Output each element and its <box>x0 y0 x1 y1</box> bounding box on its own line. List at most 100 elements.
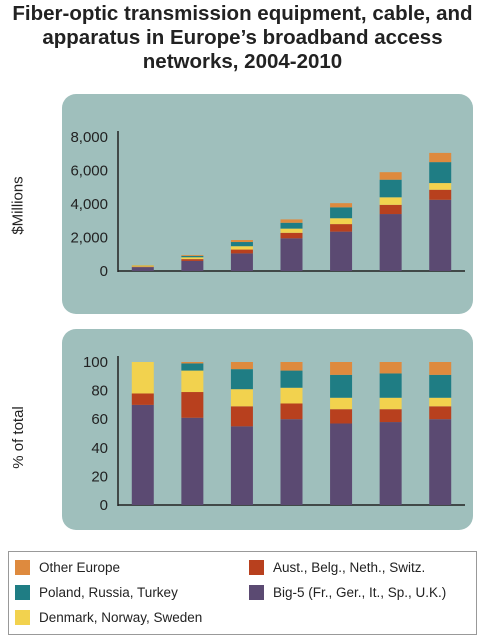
y-tick-label: 0 <box>100 497 108 514</box>
bar-segment-big-5-2006 <box>230 253 253 271</box>
bar-segment-poland-2007 <box>280 222 303 229</box>
bar-segment-denmark-2004 <box>131 362 154 394</box>
bar-segment-big-5-2005 <box>181 417 204 505</box>
y-tick-label: 4,000 <box>70 196 108 213</box>
bar-segment-other-2008 <box>330 203 353 208</box>
bar-segment-denmark-2008 <box>330 218 353 225</box>
bar-segment-poland-2005 <box>181 255 204 258</box>
bar-segment-aust-2008 <box>330 224 353 232</box>
bar-segment-denmark-2009 <box>379 397 402 410</box>
bar-segment-poland-2010 <box>429 162 452 184</box>
top-chart-panel <box>62 94 473 314</box>
bar-segment-big-5-2007 <box>280 419 303 505</box>
bar-segment-big-5-2006 <box>230 426 253 505</box>
legend-label: Denmark, Norway, Sweden <box>39 610 203 625</box>
bar-segment-other-2009 <box>379 362 402 374</box>
bar-segment-poland-2008 <box>330 374 353 398</box>
bar-segment-other-2008 <box>330 362 353 375</box>
title-line-2: apparatus in Europe’s broadband access <box>42 26 443 49</box>
legend-label: Aust., Belg., Neth., Switz. <box>273 560 426 575</box>
title-line-1: Fiber-optic transmission equipment, cabl… <box>12 2 473 25</box>
bar-segment-poland-2008 <box>330 207 353 219</box>
bar-segment-aust-2008 <box>330 409 353 424</box>
bar-segment-aust-2009 <box>379 409 402 423</box>
bar-segment-aust-2005 <box>181 259 204 261</box>
bar-segment-denmark-2004 <box>131 265 154 267</box>
legend-item-denmark-norway: Denmark, Norway, Sweden <box>15 610 202 625</box>
bar-segment-big-5-2004 <box>131 267 154 271</box>
bottom-y-axis-title: % of total <box>9 405 27 469</box>
y-tick-label: 60 <box>91 411 108 428</box>
bar-segment-aust-2007 <box>280 232 303 239</box>
bar-segment-denmark-2006 <box>230 389 253 407</box>
bar-segment-denmark-2007 <box>280 228 303 233</box>
top-y-axis-title: $Millions <box>9 175 27 235</box>
bar-segment-aust-2006 <box>230 406 253 427</box>
y-tick-label: 2,000 <box>70 230 108 247</box>
legend-swatch <box>15 610 30 625</box>
legend-item-poland-russia: Poland, Russia, Turkey <box>15 585 178 600</box>
bar-segment-aust-2010 <box>429 406 452 420</box>
bar-segment-denmark-2006 <box>230 246 253 250</box>
bar-segment-denmark-2005 <box>181 257 204 260</box>
bar-segment-aust-2005 <box>181 392 204 418</box>
bar-segment-aust-2004 <box>131 266 154 268</box>
bar-segment-other-2007 <box>280 219 303 223</box>
bar-segment-big-5-2007 <box>280 238 303 271</box>
title-line-3: networks, 2004-2010 <box>142 50 343 73</box>
bar-segment-aust-2004 <box>131 393 154 405</box>
legend-item-aust-belg: Aust., Belg., Neth., Switz. <box>249 560 425 575</box>
bar-segment-aust-2007 <box>280 403 303 420</box>
bar-segment-aust-2009 <box>379 204 402 215</box>
bar-segment-poland-2009 <box>379 373 402 398</box>
y-tick-label: 6,000 <box>70 163 108 180</box>
legend: Other Europe Aust., Belg., Neth., Switz.… <box>8 551 477 635</box>
bar-segment-denmark-2009 <box>379 197 402 205</box>
bar-segment-aust-2006 <box>230 249 253 254</box>
legend-item-other-europe: Other Europe <box>15 560 120 575</box>
bar-segment-other-2005 <box>181 362 204 364</box>
y-tick-label: 20 <box>91 468 108 485</box>
bar-segment-poland-2010 <box>429 374 452 398</box>
y-tick-label: 8,000 <box>70 129 108 146</box>
bar-segment-big-5-2009 <box>379 422 402 505</box>
bar-segment-big-5-2008 <box>330 423 353 505</box>
bar-segment-other-2010 <box>429 362 452 375</box>
y-tick-label: 40 <box>91 440 108 457</box>
legend-label: Big-5 (Fr., Ger., It., Sp., U.K.) <box>273 585 447 600</box>
legend-label: Poland, Russia, Turkey <box>39 585 178 600</box>
bar-segment-denmark-2010 <box>429 183 452 190</box>
bar-segment-denmark-2008 <box>330 397 353 410</box>
bar-segment-big-5-2004 <box>131 404 154 505</box>
bar-segment-other-2009 <box>379 172 402 180</box>
legend-label: Other Europe <box>39 560 121 575</box>
legend-item-big-5: Big-5 (Fr., Ger., It., Sp., U.K.) <box>249 585 446 600</box>
bar-segment-other-2005 <box>181 255 204 256</box>
chart-title: Fiber-optic transmission equipment, cabl… <box>4 2 481 74</box>
legend-swatch <box>249 585 264 600</box>
bar-segment-poland-2006 <box>230 242 253 247</box>
bar-segment-big-5-2010 <box>429 199 452 271</box>
bar-segment-denmark-2007 <box>280 387 303 404</box>
bar-segment-denmark-2010 <box>429 397 452 407</box>
bar-segment-poland-2009 <box>379 179 402 198</box>
legend-swatch <box>249 560 264 575</box>
legend-swatch <box>15 585 30 600</box>
y-tick-label: 0 <box>100 263 108 280</box>
bar-segment-big-5-2005 <box>181 260 204 271</box>
bar-segment-aust-2010 <box>429 189 452 200</box>
bar-segment-other-2006 <box>230 362 253 370</box>
bar-segment-other-2006 <box>230 240 253 243</box>
y-tick-label: 100 <box>83 354 108 371</box>
bar-segment-big-5-2010 <box>429 419 452 505</box>
bar-segment-denmark-2005 <box>181 370 204 393</box>
bar-segment-other-2007 <box>280 362 303 371</box>
bar-segment-big-5-2009 <box>379 214 402 271</box>
bar-segment-poland-2006 <box>230 369 253 390</box>
charts-svg: 0 2,000 4,000 6,000 8,000 0 20 40 60 80 100 <box>70 129 465 514</box>
legend-swatch <box>15 560 30 575</box>
y-tick-label: 80 <box>91 383 108 400</box>
bar-segment-poland-2007 <box>280 370 303 388</box>
bar-segment-big-5-2008 <box>330 231 353 271</box>
bar-segment-poland-2005 <box>181 363 204 371</box>
